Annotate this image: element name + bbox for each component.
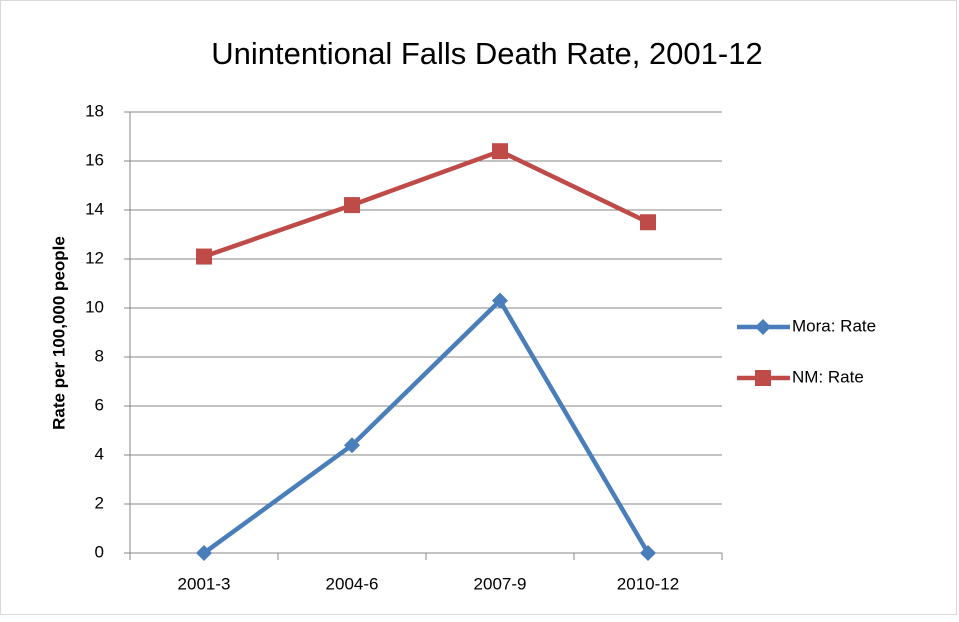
data-point [640, 545, 656, 561]
legend-marker [755, 319, 771, 335]
x-tick-label: 2001-3 [178, 574, 231, 593]
x-tick-label: 2010-12 [617, 574, 679, 593]
x-tick-label: 2007-9 [474, 574, 527, 593]
y-tick-label: 16 [85, 150, 104, 169]
legend-marker [755, 370, 771, 386]
x-tick-label: 2004-6 [326, 574, 379, 593]
series-line [203, 148, 649, 259]
data-point [344, 197, 360, 214]
data-point [492, 143, 508, 160]
data-point [492, 292, 508, 309]
data-point [640, 214, 656, 231]
y-axis-label: Rate per 100,000 people [49, 236, 68, 430]
y-tick-label: 0 [95, 542, 104, 561]
data-point [196, 248, 212, 265]
y-tick-label: 12 [85, 248, 104, 267]
y-tick-label: 10 [85, 297, 104, 316]
y-tick-label: 6 [95, 395, 104, 414]
chart-title: Unintentional Falls Death Rate, 2001-12 [211, 36, 762, 71]
y-tick-label: 2 [95, 493, 104, 512]
y-tick-label: 14 [85, 199, 104, 218]
y-tick-label: 4 [95, 444, 104, 463]
y-tick-label: 8 [95, 346, 104, 365]
y-tick-label: 18 [85, 101, 104, 120]
data-point [196, 545, 212, 561]
legend-label: NM: Rate [792, 367, 864, 386]
data-point [344, 437, 360, 454]
series-line [202, 298, 650, 555]
legend-label: Mora: Rate [792, 316, 876, 335]
